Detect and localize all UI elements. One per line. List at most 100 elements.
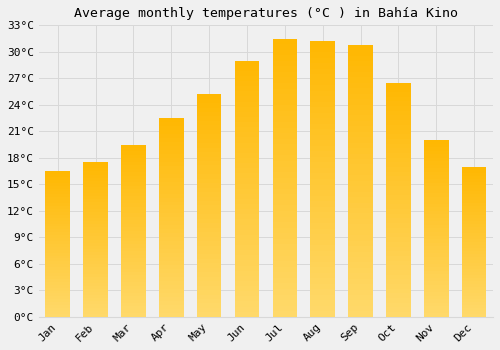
Bar: [197, 166, 222, 170]
Bar: [462, 197, 486, 199]
Bar: [197, 312, 222, 317]
Bar: [197, 134, 222, 139]
Bar: [386, 134, 410, 139]
Bar: [121, 262, 146, 265]
Bar: [310, 124, 335, 130]
Bar: [462, 296, 486, 299]
Bar: [272, 83, 297, 89]
Bar: [197, 272, 222, 277]
Bar: [84, 258, 108, 261]
Bar: [46, 218, 70, 220]
Bar: [121, 162, 146, 165]
Bar: [310, 80, 335, 85]
Bar: [272, 89, 297, 94]
Bar: [121, 172, 146, 176]
Bar: [46, 220, 70, 224]
Bar: [46, 311, 70, 314]
Bar: [234, 189, 260, 194]
Bar: [310, 256, 335, 262]
Bar: [424, 310, 448, 313]
Bar: [310, 146, 335, 152]
Bar: [46, 194, 70, 197]
Bar: [310, 102, 335, 107]
Bar: [159, 197, 184, 202]
Bar: [159, 277, 184, 281]
Bar: [84, 162, 108, 165]
Bar: [348, 77, 373, 83]
Bar: [424, 303, 448, 306]
Bar: [386, 186, 410, 190]
Bar: [197, 281, 222, 286]
Bar: [272, 284, 297, 289]
Bar: [46, 279, 70, 282]
Bar: [462, 254, 486, 257]
Bar: [121, 279, 146, 282]
Bar: [46, 224, 70, 226]
Bar: [84, 283, 108, 286]
Bar: [272, 250, 297, 255]
Bar: [348, 284, 373, 289]
Bar: [424, 281, 448, 285]
Bar: [121, 196, 146, 200]
Bar: [234, 91, 260, 97]
Bar: [197, 264, 222, 268]
Bar: [121, 234, 146, 238]
Bar: [121, 272, 146, 275]
Bar: [46, 276, 70, 279]
Bar: [386, 270, 410, 275]
Bar: [46, 186, 70, 189]
Bar: [386, 97, 410, 102]
Bar: [310, 289, 335, 295]
Bar: [46, 226, 70, 229]
Bar: [159, 273, 184, 277]
Bar: [386, 223, 410, 228]
Bar: [462, 239, 486, 242]
Bar: [159, 150, 184, 154]
Bar: [424, 168, 448, 172]
Bar: [310, 140, 335, 146]
Bar: [197, 107, 222, 112]
Bar: [462, 260, 486, 263]
Bar: [462, 233, 486, 236]
Bar: [386, 265, 410, 270]
Bar: [310, 107, 335, 113]
Bar: [234, 153, 260, 158]
Bar: [159, 293, 184, 297]
Bar: [348, 66, 373, 72]
Bar: [234, 86, 260, 91]
Bar: [462, 299, 486, 302]
Bar: [462, 218, 486, 221]
Bar: [272, 311, 297, 317]
Bar: [234, 312, 260, 317]
Bar: [386, 130, 410, 134]
Bar: [462, 272, 486, 275]
Bar: [386, 209, 410, 214]
Bar: [462, 209, 486, 212]
Bar: [310, 273, 335, 278]
Bar: [386, 158, 410, 162]
Bar: [121, 203, 146, 206]
Bar: [386, 303, 410, 307]
Bar: [424, 207, 448, 211]
Bar: [462, 173, 486, 176]
Bar: [234, 168, 260, 173]
Bar: [121, 244, 146, 248]
Bar: [310, 234, 335, 240]
Bar: [462, 248, 486, 251]
Bar: [462, 263, 486, 266]
Bar: [121, 307, 146, 310]
Bar: [386, 176, 410, 181]
Bar: [234, 255, 260, 260]
Bar: [197, 99, 222, 103]
Bar: [272, 200, 297, 205]
Bar: [272, 122, 297, 128]
Bar: [46, 238, 70, 241]
Bar: [462, 314, 486, 317]
Bar: [197, 121, 222, 125]
Bar: [424, 271, 448, 274]
Bar: [46, 259, 70, 261]
Bar: [386, 153, 410, 158]
Bar: [234, 163, 260, 168]
Bar: [386, 312, 410, 317]
Bar: [272, 117, 297, 122]
